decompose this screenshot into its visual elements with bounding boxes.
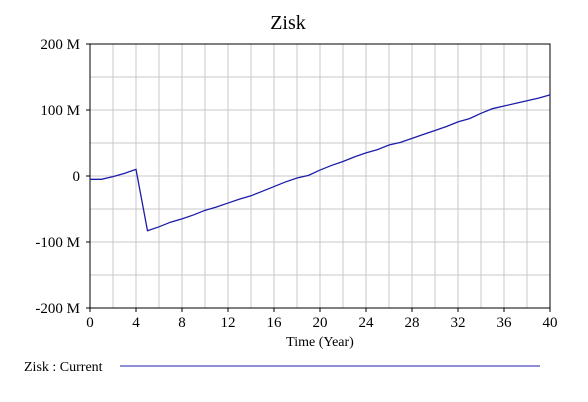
x-tick-label: 32 bbox=[451, 315, 466, 331]
x-tick-label: 8 bbox=[178, 315, 186, 331]
x-tick-label: 16 bbox=[267, 315, 283, 331]
x-tick-label: 12 bbox=[221, 315, 236, 331]
y-axis-ticks: 200 M 100 M 0 -100 M -200 M bbox=[35, 37, 90, 317]
chart-title: Zisk bbox=[270, 12, 306, 34]
x-tick-label: 0 bbox=[86, 315, 94, 331]
series-line bbox=[90, 94, 551, 232]
x-tick-label: 24 bbox=[359, 315, 375, 331]
x-tick-label: 20 bbox=[313, 315, 328, 331]
x-tick-label: 28 bbox=[405, 315, 420, 331]
y-tick-label: 100 M bbox=[40, 103, 80, 119]
legend-label: Zisk : Current bbox=[24, 360, 103, 375]
x-axis-ticks: 0 4 8 12 16 20 24 28 32 36 40 bbox=[86, 308, 558, 331]
y-tick-label: -200 M bbox=[35, 301, 80, 317]
x-tick-label: 36 bbox=[497, 315, 513, 331]
y-tick-label: -100 M bbox=[35, 235, 80, 251]
x-tick-label: 40 bbox=[543, 315, 558, 331]
y-tick-label: 200 M bbox=[40, 37, 80, 53]
y-tick-label: 0 bbox=[73, 169, 81, 185]
x-axis-label: Time (Year) bbox=[286, 335, 354, 350]
series-layer bbox=[90, 94, 551, 232]
x-tick-label: 4 bbox=[132, 315, 140, 331]
grid bbox=[90, 44, 550, 308]
